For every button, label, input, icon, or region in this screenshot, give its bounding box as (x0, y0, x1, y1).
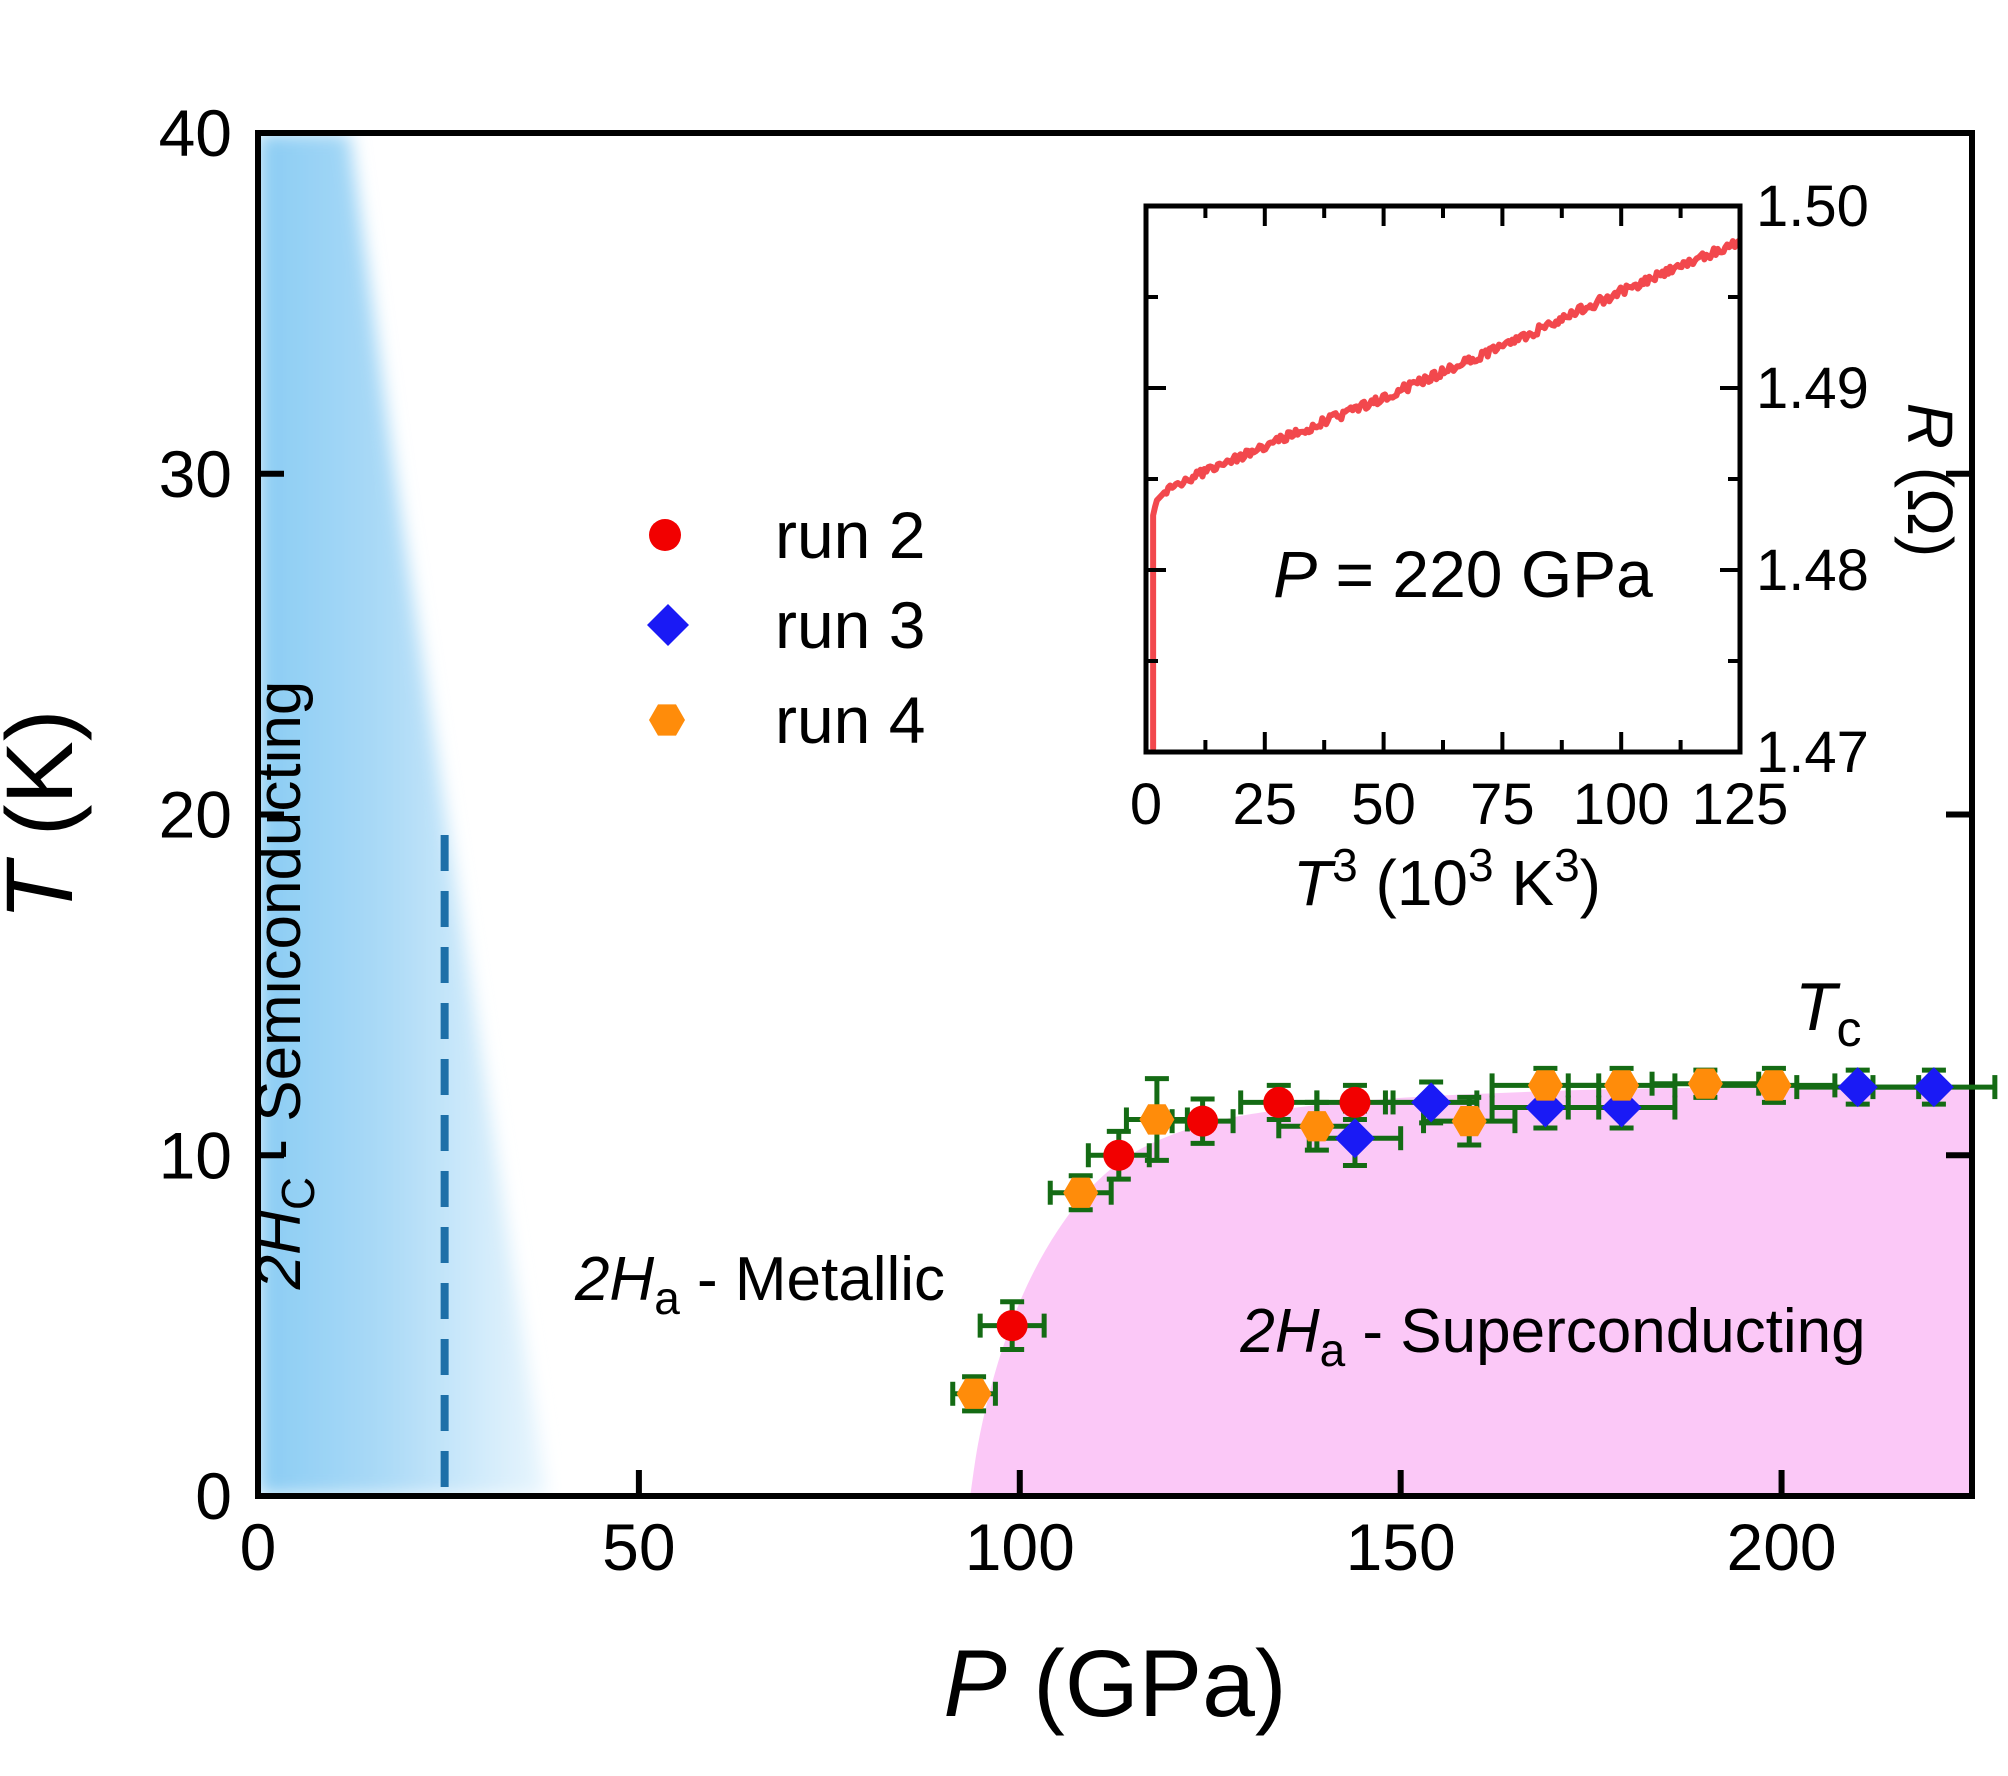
legend-marker-run4-hexagon (649, 704, 685, 736)
inset-y-title-unit: (Ω) (1894, 449, 1966, 557)
inset-x-title-sup1: 3 (1332, 839, 1358, 891)
inset-y-tick-label: 1.49 (1756, 356, 1869, 421)
metallic-prefix: 2H (574, 1245, 654, 1314)
inset-x-title-close: ) (1580, 847, 1601, 919)
inset-x-tick-label: 25 (1233, 772, 1298, 837)
data-point-run4 (1687, 1068, 1723, 1099)
x-tick-label: 100 (965, 1510, 1075, 1584)
data-point-run4 (1451, 1106, 1487, 1137)
inset-annotation-symbol: P (1273, 537, 1317, 611)
data-point-run3 (1837, 1067, 1878, 1108)
inset-y-axis-title: R (Ω) (1894, 403, 1966, 557)
data-point-run4 (1756, 1070, 1792, 1101)
x-tick-label: 50 (602, 1510, 675, 1584)
legend-marker-run2-circle (649, 519, 681, 551)
y-tick-label: 20 (159, 778, 232, 852)
tc-label-symbol: T (1795, 969, 1841, 1045)
data-point-run3 (1913, 1067, 1954, 1108)
legend-label-run4: run 4 (775, 683, 925, 757)
data-point-run2 (1103, 1139, 1135, 1171)
superconducting-prefix: 2H (1239, 1297, 1319, 1366)
data-markers (956, 1067, 1954, 1409)
inset-x-title-sup2: 3 (1468, 839, 1494, 891)
y-axis-title: T (K) (0, 709, 93, 920)
inset-y-tick-label: 1.47 (1756, 720, 1869, 785)
inset-x-title-mid: (10 (1358, 847, 1468, 919)
superconducting-subscript: a (1320, 1324, 1346, 1376)
legend-label-run3: run 3 (775, 588, 925, 662)
inset-y-tick-label: 1.50 (1756, 174, 1869, 239)
inset-x-tick-label: 125 (1692, 772, 1789, 837)
legend-label-run2: run 2 (775, 498, 925, 572)
inset-background (1146, 206, 1740, 752)
data-point-run4 (1604, 1070, 1640, 1101)
semiconducting-prefix: 2H (245, 1210, 314, 1290)
semiconducting-rest: - Semiconducting (245, 681, 314, 1177)
y-tick-label: 40 (159, 96, 232, 170)
tc-label: Tc (1795, 969, 1862, 1057)
metallic-subscript: a (654, 1272, 680, 1324)
y-axis-title-unit: (K) (0, 709, 93, 862)
data-point-run4 (956, 1378, 992, 1409)
data-point-run2 (996, 1310, 1028, 1342)
tc-label-subscript: c (1837, 1001, 1862, 1057)
inset-x-title-sup3: 3 (1554, 839, 1580, 891)
region-label-semiconducting: 2HC - Semiconducting (245, 681, 324, 1291)
inset-x-title-k: K (1494, 847, 1554, 919)
data-point-run3 (1411, 1082, 1452, 1123)
region-label-metallic: 2Ha - Metallic (574, 1245, 945, 1324)
data-point-run2 (1339, 1086, 1371, 1118)
x-tick-label: 0 (240, 1510, 277, 1584)
data-point-run4 (1527, 1070, 1563, 1101)
data-point-run4 (1299, 1111, 1335, 1142)
legend-marker-run3-diamond (647, 604, 689, 646)
data-point-run2 (1187, 1105, 1219, 1137)
x-axis-title-unit: (GPa) (1007, 1631, 1287, 1737)
x-axis-title-symbol: P (943, 1631, 1006, 1737)
y-axis-title-symbol: T (0, 857, 93, 921)
y-tick-label: 0 (195, 1459, 232, 1533)
inset-x-title-symbol: T (1293, 847, 1336, 919)
inset-x-tick-label: 0 (1130, 772, 1162, 837)
superconducting-rest: - Superconducting (1345, 1297, 1865, 1366)
y-tick-label: 10 (159, 1118, 232, 1192)
inset-y-tick-label: 1.48 (1756, 538, 1869, 603)
data-point-run4 (1063, 1177, 1099, 1208)
metallic-rest: - Metallic (680, 1245, 945, 1314)
inset-x-tick-label: 100 (1573, 772, 1670, 837)
inset-x-tick-label: 75 (1470, 772, 1535, 837)
data-point-run4 (1139, 1104, 1175, 1135)
superconducting-region (970, 1085, 1972, 1496)
y-tick-label: 30 (159, 437, 232, 511)
x-axis-title: P (GPa) (943, 1631, 1286, 1737)
phase-regions (258, 133, 1972, 1496)
inset-resistance-curve (1150, 238, 1742, 752)
inset-x-axis-title: T3 (103 K3) (1293, 839, 1601, 919)
semiconducting-region (258, 133, 548, 1496)
region-label-superconducting: 2Ha - Superconducting (1239, 1297, 1865, 1376)
inset-x-tick-label: 50 (1351, 772, 1416, 837)
x-tick-label: 200 (1726, 1510, 1836, 1584)
legend: run 2 run 3 run 4 (647, 498, 925, 757)
x-tick-label: 150 (1346, 1510, 1456, 1584)
inset-annotation-pressure: P = 220 GPa (1273, 537, 1653, 611)
data-point-run3 (1334, 1118, 1375, 1159)
inset-y-title-symbol: R (1894, 403, 1966, 449)
semiconducting-subscript: C (272, 1177, 324, 1210)
data-point-run2 (1263, 1086, 1295, 1118)
inset-annotation-value: = 220 GPa (1317, 537, 1653, 611)
